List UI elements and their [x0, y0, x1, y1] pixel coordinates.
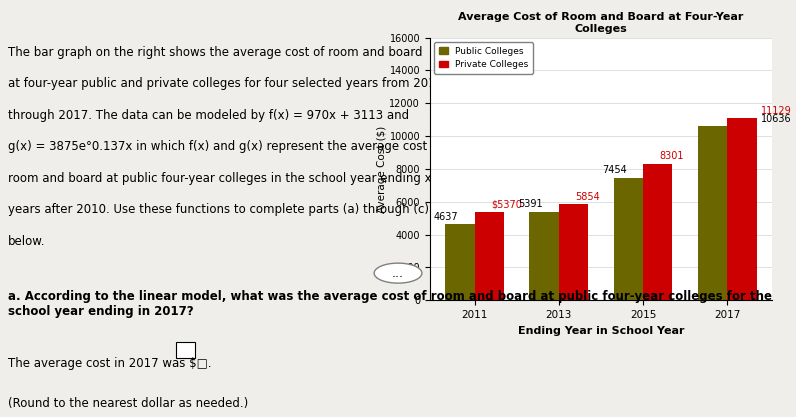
Text: 8301: 8301	[659, 151, 684, 161]
Text: 7454: 7454	[602, 166, 626, 176]
Bar	[727, 118, 756, 300]
Bar	[643, 164, 673, 300]
Text: years after 2010. Use these functions to complete parts (a) through (c): years after 2010. Use these functions to…	[8, 203, 429, 216]
X-axis label: Ending Year in School Year: Ending Year in School Year	[517, 326, 685, 336]
Text: 5854: 5854	[576, 192, 600, 202]
Text: The bar graph on the right shows the average cost of room and board: The bar graph on the right shows the ave…	[8, 46, 423, 59]
Text: room and board at public four-year colleges in the school year ending x: room and board at public four-year colle…	[8, 172, 431, 185]
Bar	[614, 178, 643, 300]
Title: Average Cost of Room and Board at Four-Year
Colleges: Average Cost of Room and Board at Four-Y…	[458, 13, 743, 34]
Text: a. According to the linear model, what was the average cost of room and board at: a. According to the linear model, what w…	[8, 290, 772, 318]
Text: $5370: $5370	[491, 200, 522, 210]
Bar	[697, 126, 727, 300]
Bar	[446, 224, 475, 300]
Text: 5391: 5391	[518, 199, 543, 209]
Text: 11129: 11129	[761, 106, 791, 116]
Text: 10636: 10636	[761, 114, 791, 124]
Text: g(x) = 3875e°0.137x in which f(x) and g(x) represent the average cost of: g(x) = 3875e°0.137x in which f(x) and g(…	[8, 141, 443, 153]
Text: at four-year public and private colleges for four selected years from 2011: at four-year public and private colleges…	[8, 78, 443, 90]
Bar	[559, 204, 588, 300]
Text: through 2017. The data can be modeled by f(x) = 970x + 3113 and: through 2017. The data can be modeled by…	[8, 109, 409, 122]
Text: The average cost in 2017 was $□.: The average cost in 2017 was $□.	[8, 357, 212, 370]
Legend: Public Colleges, Private Colleges: Public Colleges, Private Colleges	[435, 42, 533, 73]
FancyBboxPatch shape	[176, 342, 195, 358]
Text: 4637: 4637	[434, 212, 458, 222]
Text: below.: below.	[8, 235, 45, 248]
Text: ...: ...	[392, 266, 404, 280]
Bar	[529, 212, 559, 300]
Ellipse shape	[374, 263, 422, 283]
Bar	[475, 212, 505, 300]
Y-axis label: Average Cost ($): Average Cost ($)	[377, 125, 387, 213]
Text: (Round to the nearest dollar as needed.): (Round to the nearest dollar as needed.)	[8, 397, 248, 410]
